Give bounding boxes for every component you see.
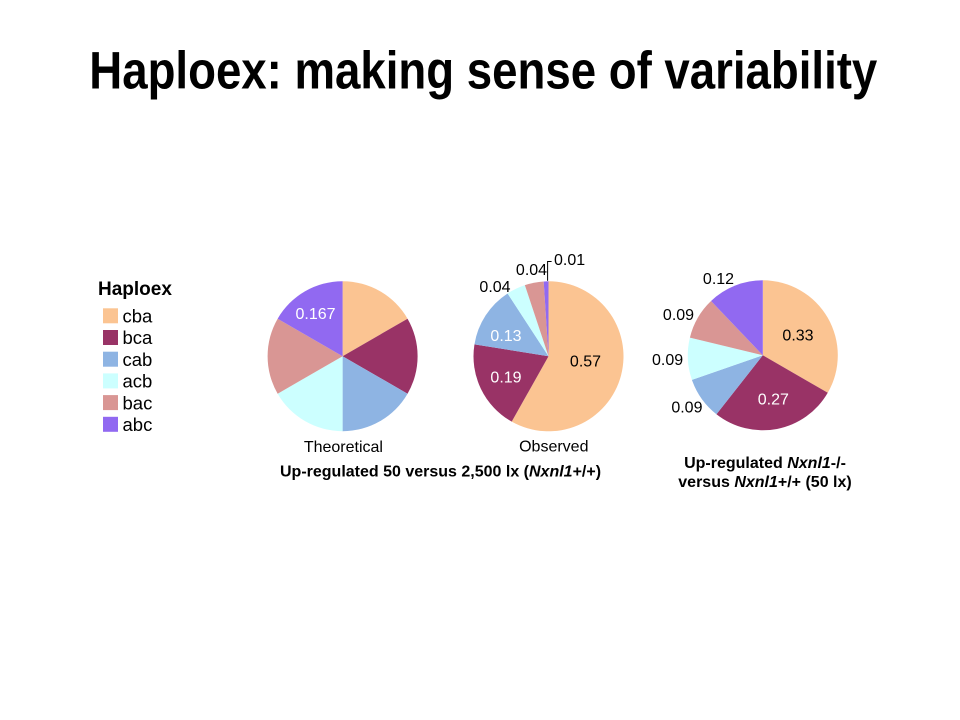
svg-text:acb: acb [123,371,153,392]
svg-text:cab: cab [123,349,153,370]
svg-text:cba: cba [123,306,154,327]
svg-text:Up-regulated Nxnl1-/-: Up-regulated Nxnl1-/- [684,455,846,472]
svg-text:0.167: 0.167 [295,306,335,323]
svg-text:Observed: Observed [519,439,588,456]
svg-text:0.09: 0.09 [663,307,694,324]
svg-text:0.12: 0.12 [703,271,734,288]
svg-text:Haploex: Haploex [98,279,172,300]
svg-text:0.33: 0.33 [782,328,813,345]
svg-text:Up-regulated 50 versus 2,500 l: Up-regulated 50 versus 2,500 lx (Nxnl1+/… [280,464,601,481]
svg-text:0.09: 0.09 [671,399,702,416]
svg-text:bac: bac [123,392,153,413]
svg-text:0.57: 0.57 [570,354,601,371]
svg-text:versus Nxnl1+/+ (50 lx): versus Nxnl1+/+ (50 lx) [678,474,851,491]
svg-text:0.19: 0.19 [490,370,521,387]
svg-text:0.01: 0.01 [554,252,585,269]
svg-text:Haploex: making sense of varia: Haploex: making sense of variability [89,42,877,101]
svg-text:Theoretical: Theoretical [304,439,383,456]
svg-text:0.27: 0.27 [758,391,789,408]
svg-text:0.09: 0.09 [652,352,683,369]
svg-text:0.04: 0.04 [516,262,547,279]
svg-text:0.13: 0.13 [490,328,521,345]
svg-text:bca: bca [123,327,154,348]
svg-text:abc: abc [123,414,153,435]
svg-text:0.04: 0.04 [479,279,510,296]
